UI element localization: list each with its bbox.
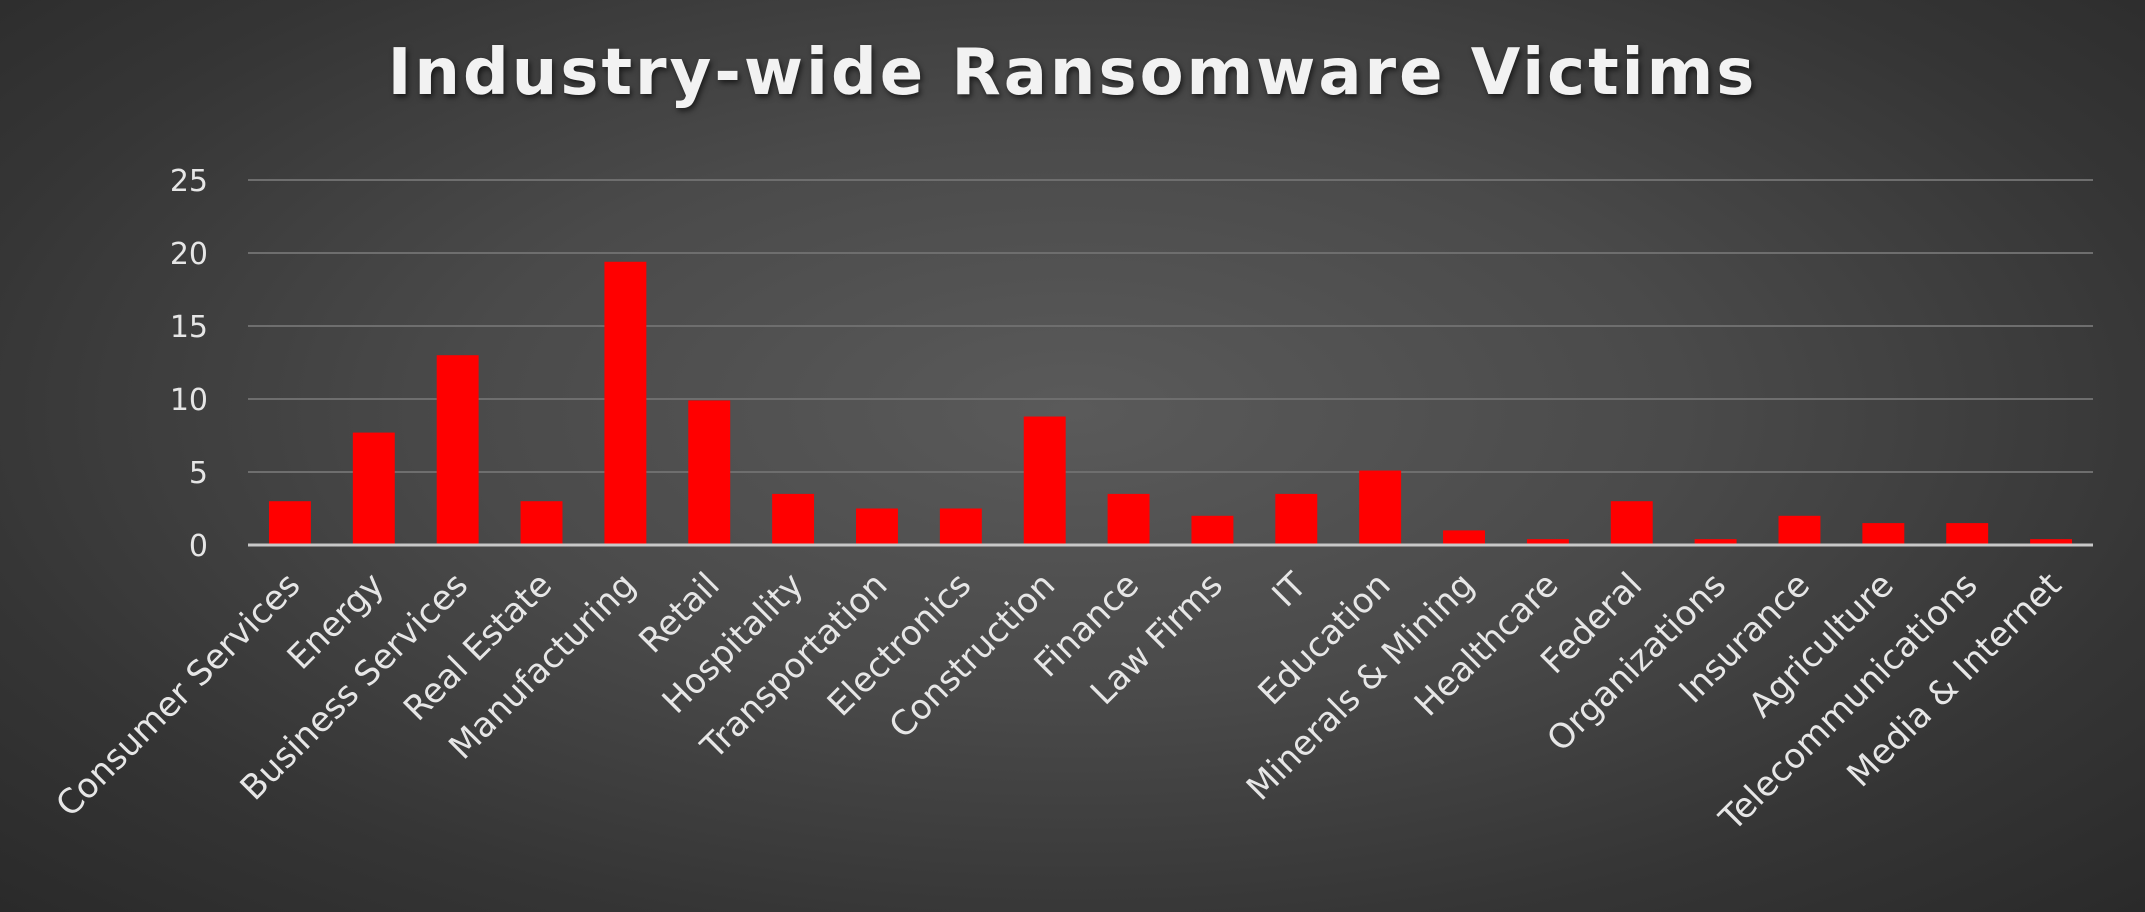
bar [1862, 523, 1905, 545]
bars [268, 261, 2073, 545]
bar [604, 261, 647, 545]
x-tick-label: IT [1265, 565, 1315, 615]
bar [1023, 416, 1066, 545]
gridlines [248, 179, 2093, 473]
bar [1275, 493, 1318, 545]
y-tick-labels: 0 5 10 15 20 25 [170, 164, 208, 564]
bar [1526, 539, 1569, 545]
bar [856, 508, 898, 545]
y-tick-label: 10 [170, 383, 208, 418]
bar [772, 493, 815, 545]
bar [1443, 530, 1485, 545]
bar [352, 432, 395, 545]
bar [1694, 539, 1737, 545]
y-tick-label: 5 [189, 456, 208, 491]
bar [436, 355, 479, 545]
y-tick-label: 15 [170, 310, 208, 345]
y-tick-label: 20 [170, 237, 208, 272]
bar [1191, 515, 1234, 545]
bar [520, 501, 563, 545]
chart-title: Industry-wide Ransomware Victims [387, 36, 1758, 110]
bar [1778, 515, 1821, 545]
bar [1359, 470, 1402, 545]
bar [1946, 523, 1989, 545]
bar [2030, 539, 2073, 545]
bar [688, 400, 731, 545]
bar [1610, 501, 1653, 545]
y-tick-label: 25 [170, 164, 208, 199]
bar [939, 508, 982, 545]
bar [268, 501, 311, 545]
bar [1107, 493, 1150, 545]
y-tick-label: 0 [189, 529, 208, 564]
